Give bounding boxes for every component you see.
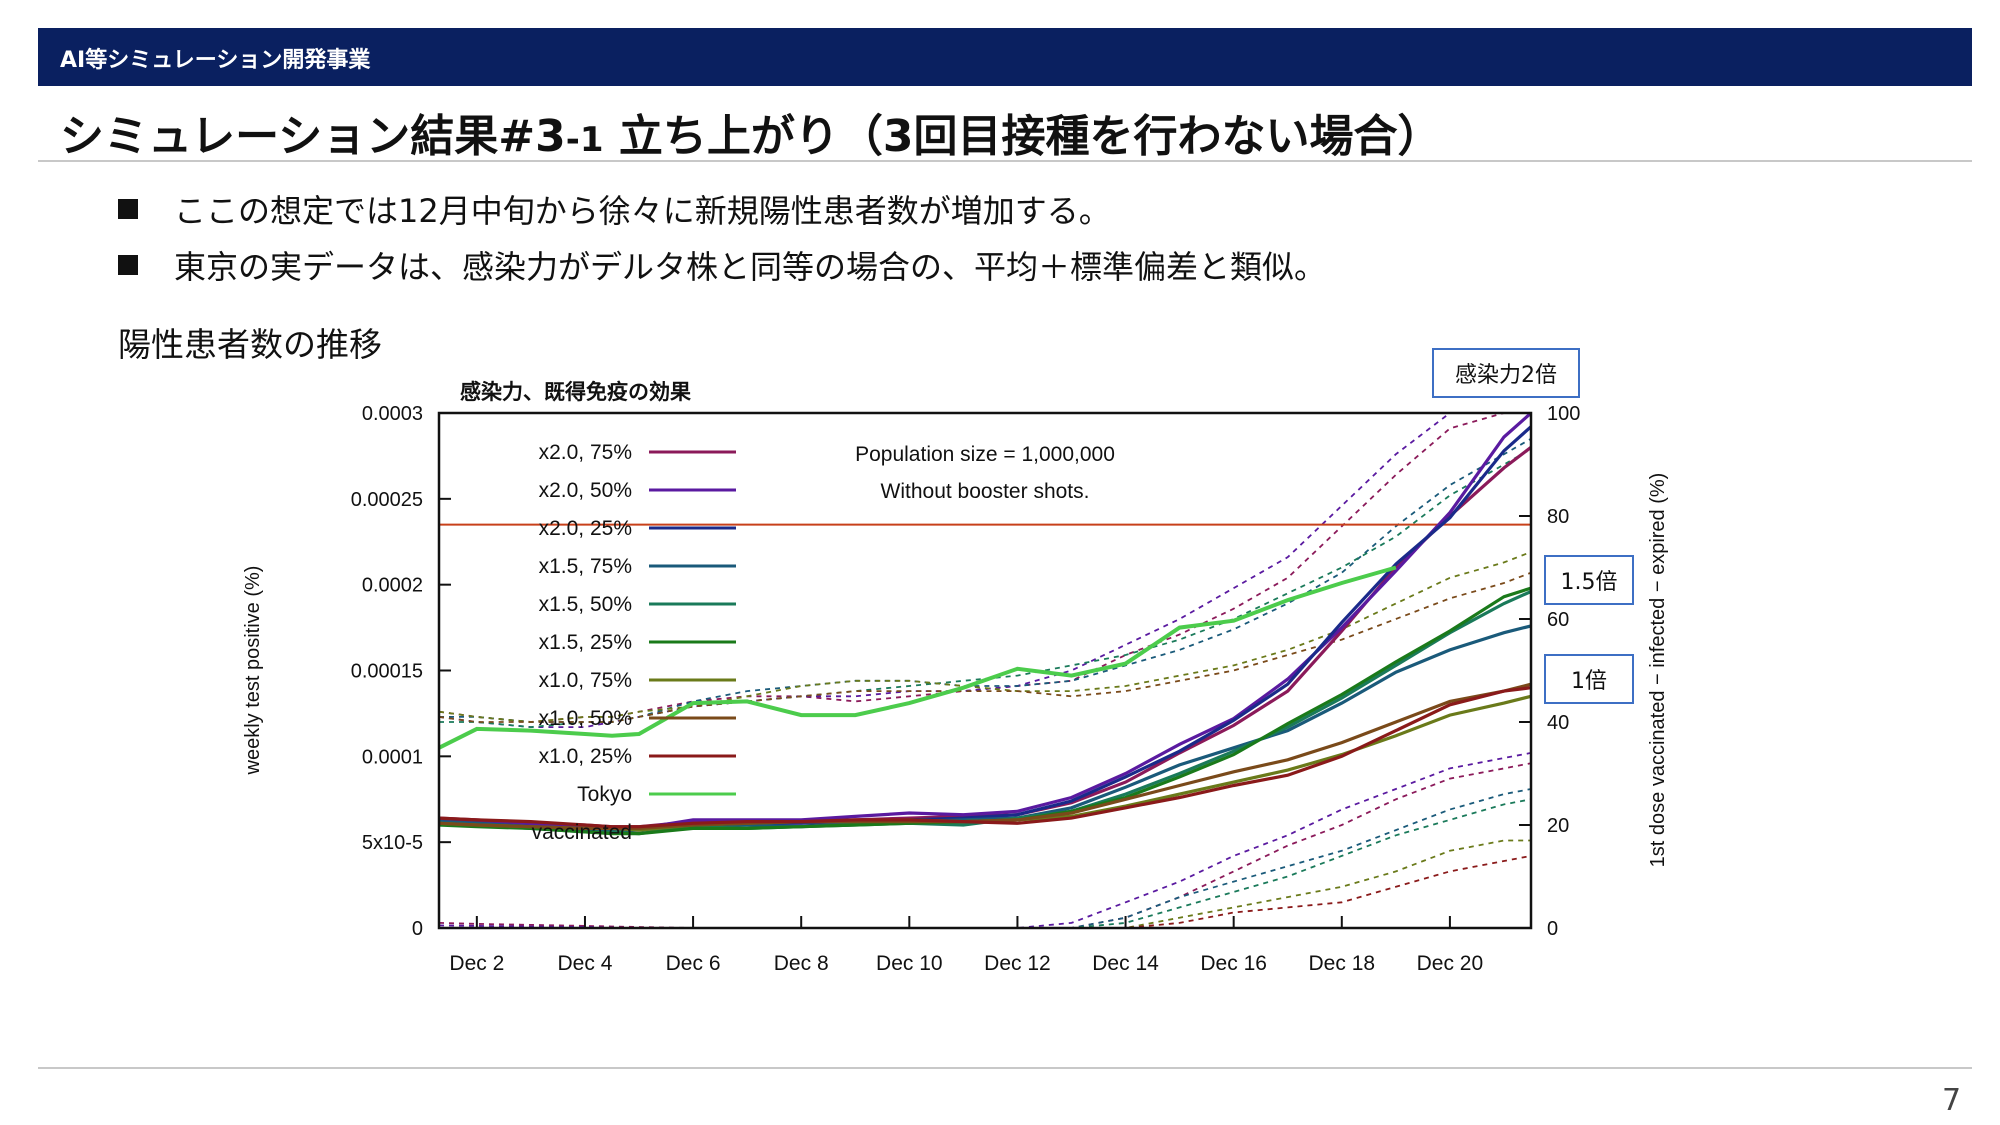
callout-x1: 1倍 (1544, 654, 1634, 704)
legend-label: x2.0, 75% (539, 441, 632, 464)
annotation-line-1: Population size = 1,000,000 (855, 443, 1115, 466)
y-axis-label: weekly test positive (%) (242, 566, 264, 776)
section-banner: AI等シミュレーション開発事業 (38, 28, 1972, 86)
bullet-text-2: 東京の実データは、感染力がデルタ株と同等の場合の、平均＋標準偏差と類似。 (174, 248, 1327, 286)
bullet-item-2: 東京の実データは、感染力がデルタ株と同等の場合の、平均＋標準偏差と類似。 (118, 242, 1326, 288)
legend-label: x1.0, 25% (539, 745, 632, 768)
axes: 0.0003 0.00025 0.0002 0.00015 0.0001 5x10-5 0 1… (351, 403, 1581, 975)
y2-tick-label: 60 (1547, 609, 1569, 631)
bullet-item-1: ここの想定では12月中旬から徐々に新規陽性患者数が増加する。 (118, 186, 1111, 232)
title-main: シミュレーション結果#3 (60, 111, 566, 162)
vaccinated-line-5 (438, 571, 1532, 723)
legend-label: x1.5, 25% (539, 631, 632, 654)
annotation-line-2: Without booster shots. (881, 480, 1090, 503)
legend-label: vaccinated (532, 821, 632, 844)
x-tick-label: Dec 4 (558, 952, 613, 975)
y2-axis-label: 1st dose vaccinated − infected − expired… (1647, 473, 1669, 868)
y2-tick-label: 20 (1547, 815, 1569, 837)
x-tick-label: Dec 2 (449, 952, 504, 975)
series-line-8 (438, 686, 1532, 829)
x-tick-label: Dec 10 (876, 952, 943, 975)
legend-label: x2.0, 25% (539, 517, 632, 540)
x-tick-label: Dec 8 (774, 952, 829, 975)
banner-text: AI等シミュレーション開発事業 (60, 48, 371, 73)
series-line-2 (438, 425, 1533, 832)
bullet-square-icon (118, 199, 138, 219)
series-line-9 (438, 565, 1397, 750)
footer-divider (38, 1067, 1972, 1069)
vaccinated-line-10 (439, 839, 1531, 929)
chart-section-heading: 陽性患者数の推移 (118, 325, 382, 364)
bullet-text-1: ここの想定では12月中旬から徐々に新規陽性患者数が増加する。 (174, 192, 1111, 230)
legend-label: x1.0, 50% (539, 707, 632, 730)
y-tick-label: 0.0003 (362, 403, 423, 425)
y-tick-label: 0 (412, 918, 423, 940)
legend: x2.0, 75% x2.0, 50% x2.0, 25% x1.5, 75% x1.5… (532, 441, 736, 844)
callout-x2: 感染力2倍 (1432, 348, 1580, 398)
y2-tick-label: 80 (1547, 506, 1569, 528)
y2-tick-label: 0 (1547, 918, 1558, 940)
x-tick-label: Dec 16 (1200, 952, 1267, 975)
title-rest: 立ち上がり（3回目接種を行わない場合） (603, 111, 1442, 162)
title-divider (38, 160, 1972, 162)
legend-label: Tokyo (577, 783, 632, 806)
vaccinated-line-11 (439, 855, 1532, 929)
x-tick-label: Dec 6 (666, 952, 721, 975)
y-tick-label: 0.0001 (362, 746, 423, 768)
y-tick-label: 0.0002 (362, 575, 423, 597)
legend-label: x1.5, 75% (539, 555, 632, 578)
y2-tick-label: 40 (1547, 712, 1569, 734)
page-number: 7 (1942, 1083, 1962, 1118)
series-lines (438, 411, 1533, 836)
x-tick-label: Dec 12 (984, 952, 1051, 975)
bullet-square-icon (118, 255, 138, 275)
x-tick-label: Dec 14 (1092, 952, 1159, 975)
vaccinated-line-4 (438, 551, 1532, 723)
y-tick-label: 0.00025 (351, 489, 423, 511)
title-suffix: -1 (565, 120, 604, 160)
x-tick-label: Dec 18 (1309, 952, 1376, 975)
vaccinated-line-8 (439, 788, 1532, 929)
y2-tick-label: 100 (1547, 403, 1580, 425)
y-tick-label: 5x10-5 (362, 832, 423, 854)
legend-label: x1.0, 75% (539, 669, 632, 692)
page-title: シミュレーション結果#3-1 立ち上がり（3回目接種を行わない場合） (60, 100, 1441, 164)
callout-x15: 1.5倍 (1544, 555, 1634, 605)
legend-label: x1.5, 50% (539, 593, 632, 616)
chart-title: 感染力、既得免疫の効果 (460, 380, 691, 404)
vaccinated-line-1 (438, 412, 1531, 728)
x-tick-label: Dec 20 (1417, 952, 1484, 975)
y-tick-label: 0.00015 (351, 661, 423, 683)
legend-label: x2.0, 50% (539, 479, 632, 502)
